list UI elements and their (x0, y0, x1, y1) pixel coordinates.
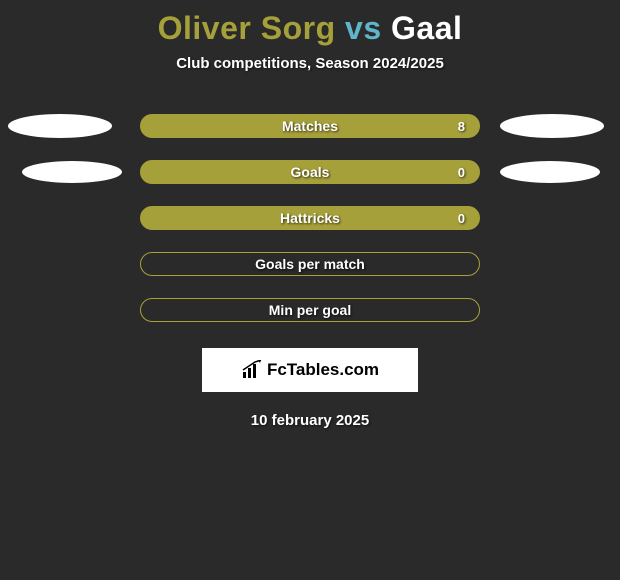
subtitle: Club competitions, Season 2024/2025 (0, 55, 620, 72)
stat-label: Matches (282, 118, 338, 134)
stats-container: Matches 8 Goals 0 Hattricks 0 Goals per match M… (0, 114, 620, 322)
stat-value: 0 (458, 211, 465, 226)
stat-bar: Goals per match (140, 252, 480, 276)
stat-bar: Goals 0 (140, 160, 480, 184)
stat-row: Matches 8 (0, 114, 620, 138)
left-ellipse-icon (22, 161, 122, 183)
right-ellipse-icon (500, 161, 600, 183)
right-ellipse-icon (500, 114, 604, 138)
stat-value: 8 (458, 119, 465, 134)
comparison-title: Oliver Sorg vs Gaal (0, 0, 620, 47)
date-text: 10 february 2025 (0, 412, 620, 429)
stat-row: Goals 0 (0, 160, 620, 184)
stat-label: Goals (291, 164, 330, 180)
stat-row: Hattricks 0 (0, 206, 620, 230)
stat-label: Hattricks (280, 210, 340, 226)
logo-box: FcTables.com (202, 348, 418, 392)
player1-name: Oliver Sorg (158, 10, 336, 46)
stat-bar: Hattricks 0 (140, 206, 480, 230)
logo-chart-icon (241, 360, 263, 380)
stat-row: Goals per match (0, 252, 620, 276)
stat-value: 0 (458, 165, 465, 180)
stat-bar: Min per goal (140, 298, 480, 322)
stat-label: Goals per match (255, 256, 365, 272)
left-ellipse-icon (8, 114, 112, 138)
player2-name: Gaal (391, 10, 462, 46)
stat-row: Min per goal (0, 298, 620, 322)
stat-label: Min per goal (269, 302, 351, 318)
vs-text: vs (345, 10, 382, 46)
logo-text: FcTables.com (267, 360, 379, 380)
stat-bar: Matches 8 (140, 114, 480, 138)
